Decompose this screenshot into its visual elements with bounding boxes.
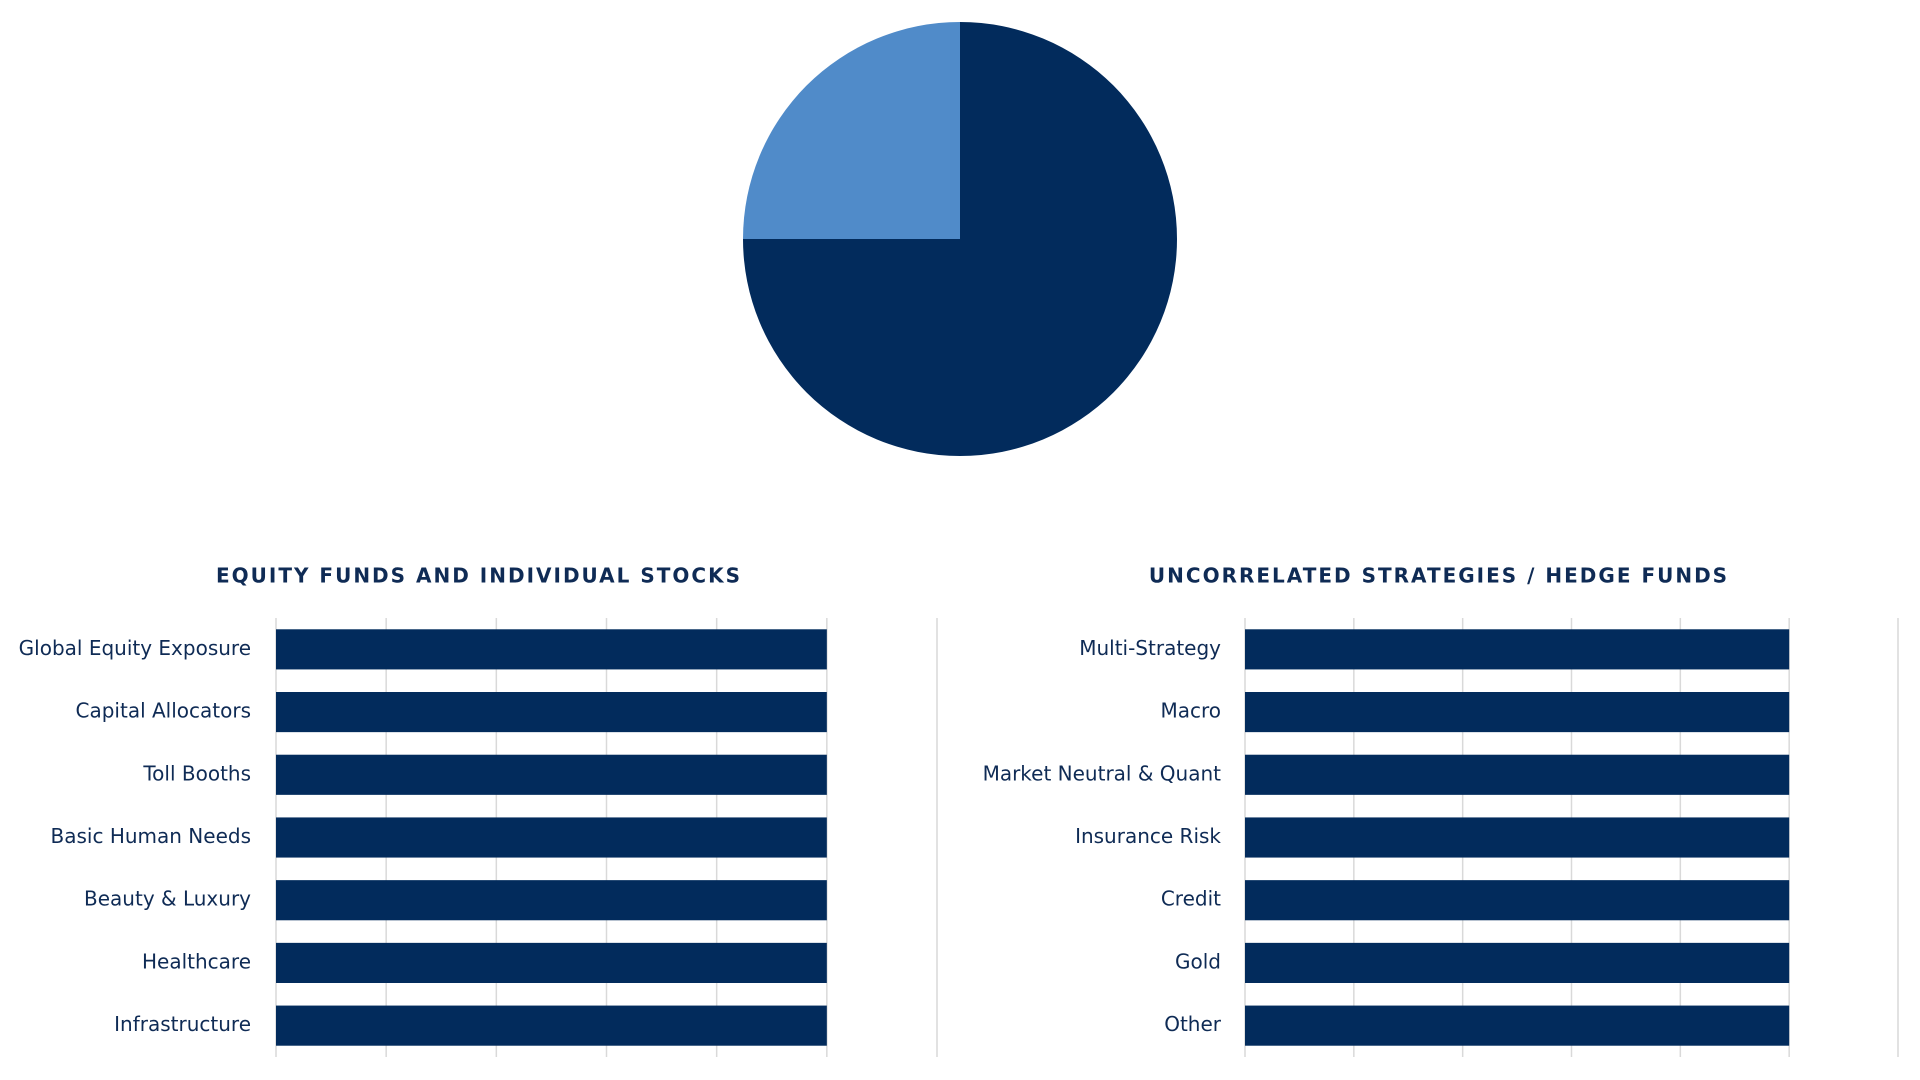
chart-title: EQUITY FUNDS AND INDIVIDUAL STOCKS (216, 564, 742, 588)
y-tick-label: Healthcare (142, 949, 251, 973)
bar (1245, 942, 1790, 983)
bar (1245, 629, 1790, 670)
bar (1245, 880, 1790, 921)
bar (276, 692, 827, 733)
bar (1245, 1005, 1790, 1046)
pie-slice (743, 22, 960, 239)
bar (1245, 692, 1790, 733)
bar (276, 880, 827, 921)
bar (1245, 754, 1790, 795)
y-tick-label: Macro (1160, 699, 1221, 723)
bar (276, 629, 827, 670)
y-tick-label: Insurance Risk (1075, 824, 1221, 848)
bar (276, 1005, 827, 1046)
bar (276, 754, 827, 795)
y-tick-label: Multi-Strategy (1079, 636, 1221, 660)
bar (1245, 817, 1790, 858)
y-tick-label: Credit (1161, 887, 1221, 911)
y-tick-label: Capital Allocators (76, 699, 252, 723)
y-tick-label: Infrastructure (114, 1012, 251, 1036)
y-tick-label: Beauty & Luxury (84, 887, 251, 911)
y-tick-label: Market Neutral & Quant (983, 761, 1222, 785)
y-tick-label: Gold (1175, 949, 1221, 973)
y-tick-label: Global Equity Exposure (19, 636, 251, 660)
y-tick-label: Other (1164, 1012, 1222, 1036)
y-tick-label: Basic Human Needs (51, 824, 251, 848)
chart-title: UNCORRELATED STRATEGIES / HEDGE FUNDS (1149, 564, 1729, 588)
y-tick-label: Toll Booths (142, 761, 251, 785)
bar (276, 817, 827, 858)
bar (276, 942, 827, 983)
